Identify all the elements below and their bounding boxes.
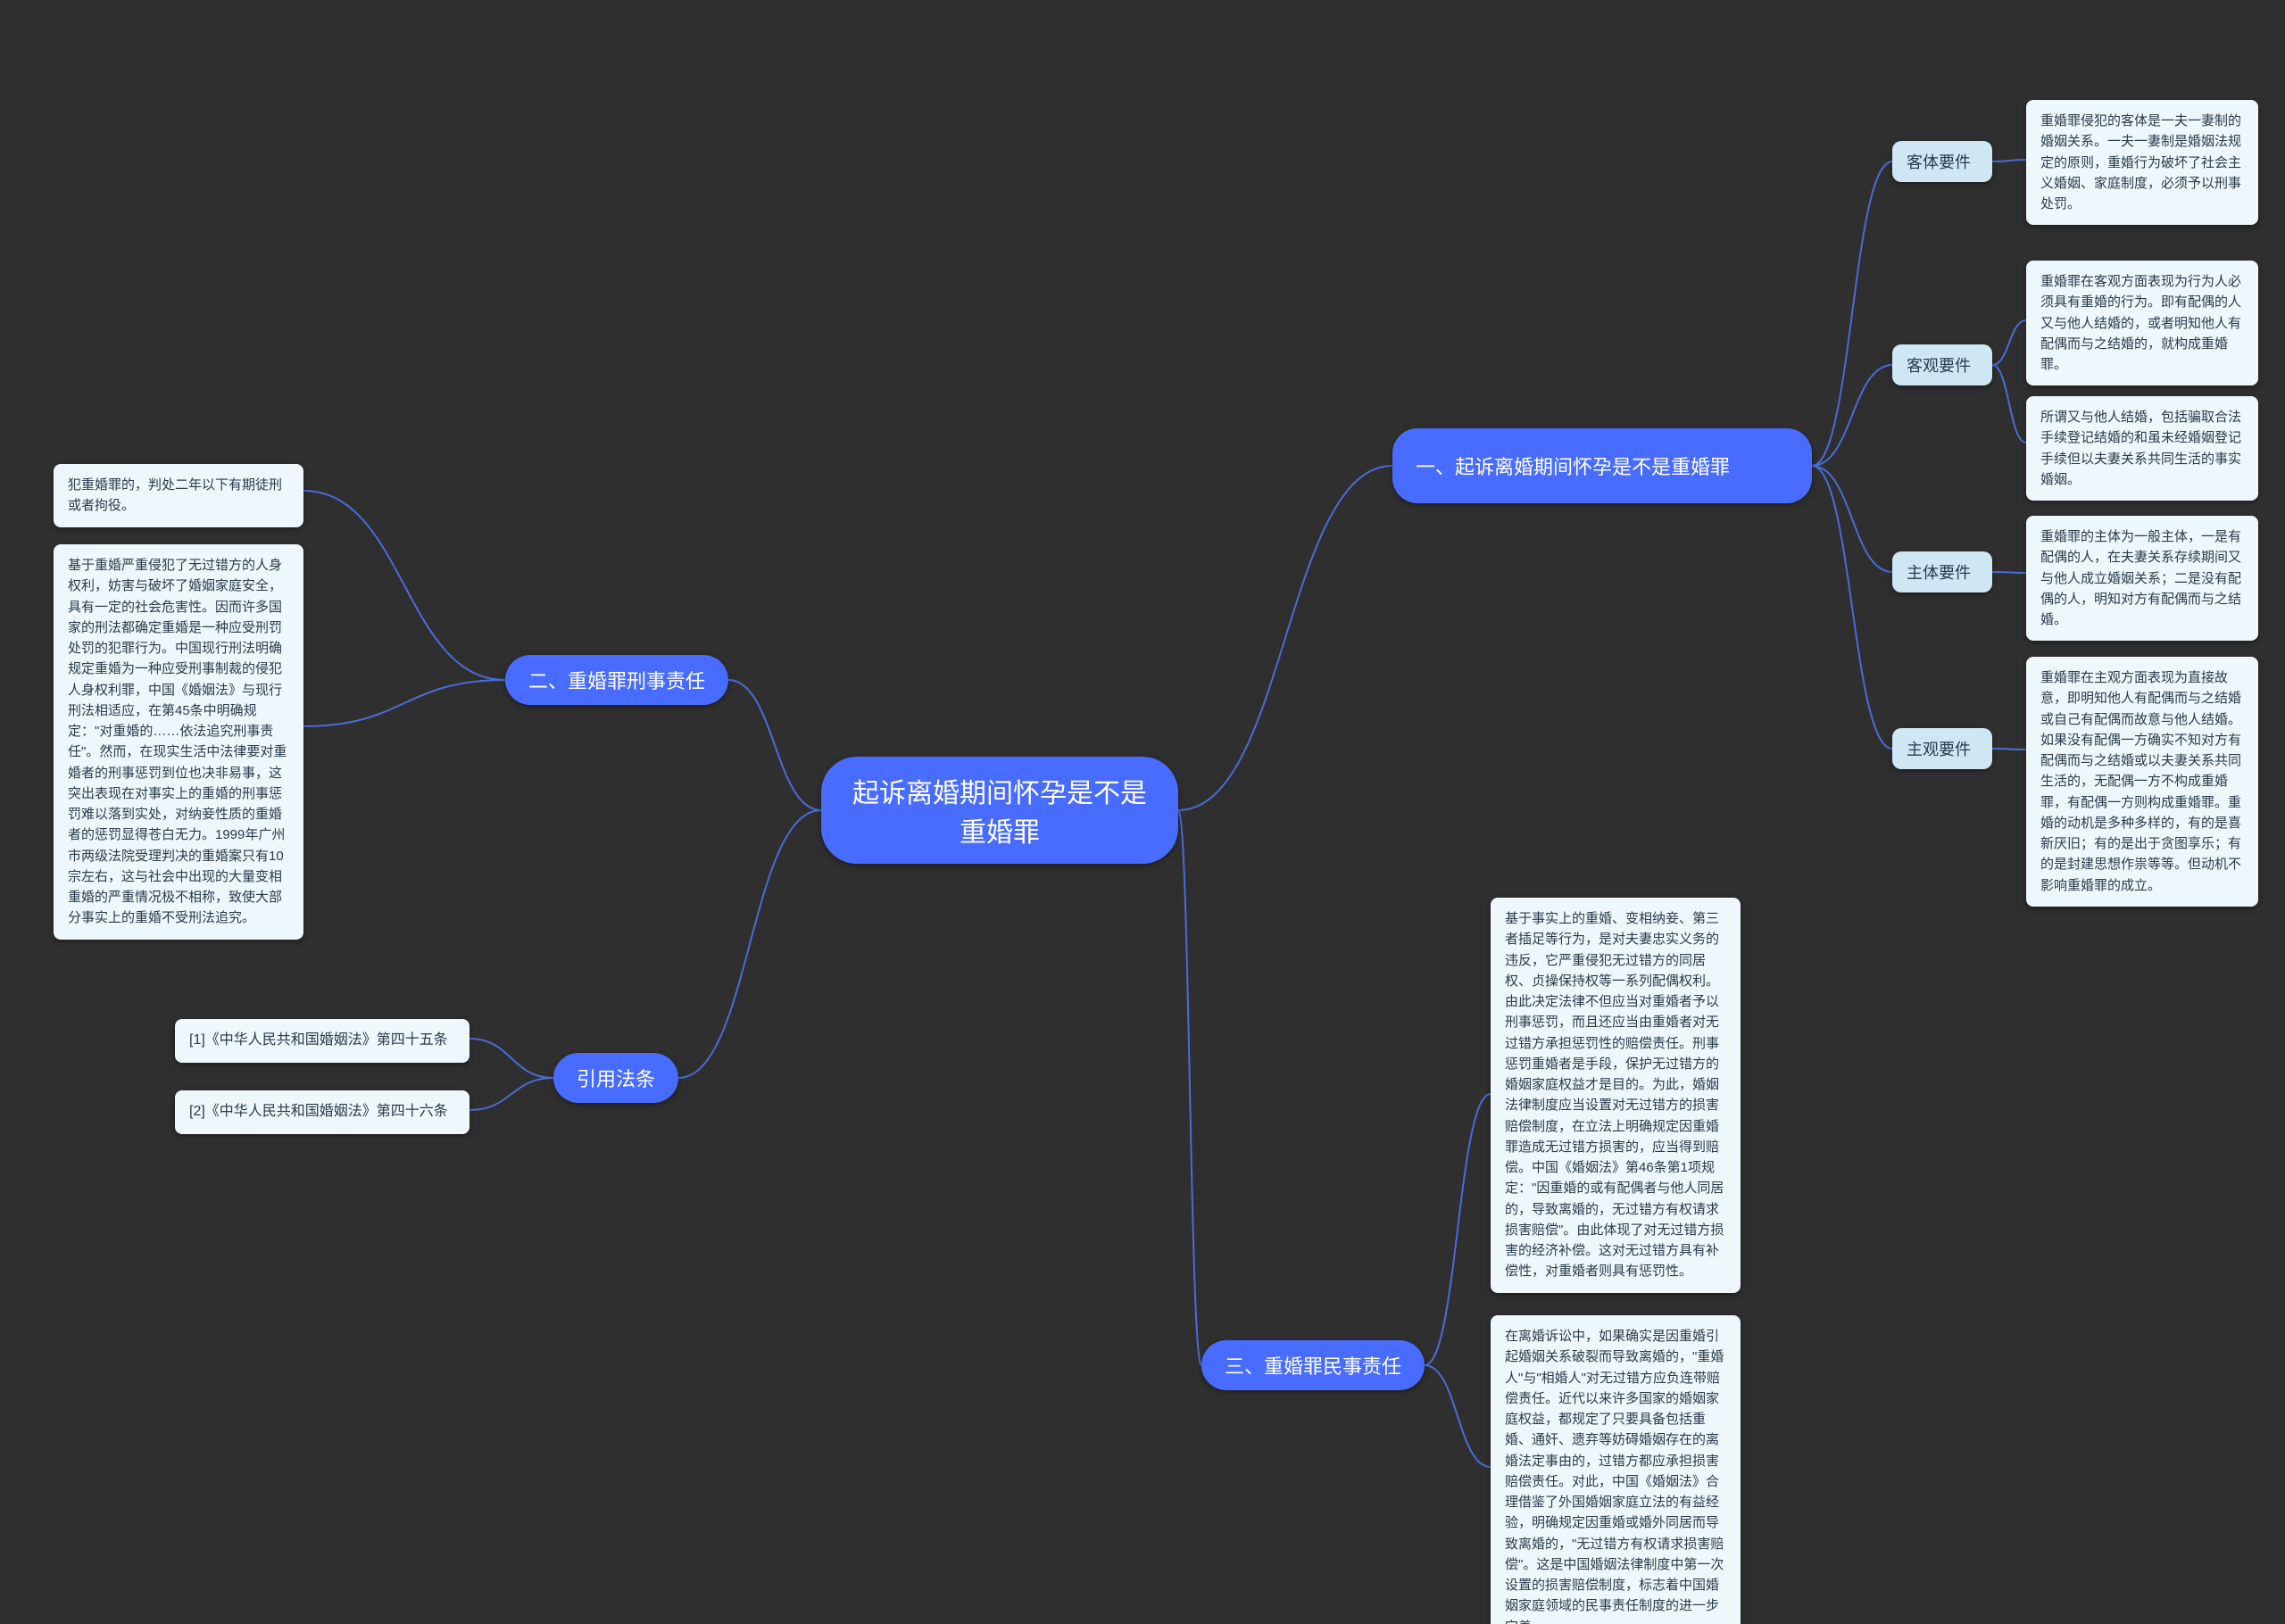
sub-1a-label: 客体要件 <box>1907 150 1971 173</box>
leaf-1a1: 重婚罪侵犯的客体是一夫一妻制的婚姻关系。一夫一妻制是婚姻法规定的原则，重婚行为破… <box>2026 100 2258 225</box>
edge <box>728 680 821 810</box>
sub-1a[interactable]: 客体要件 <box>1892 141 1992 182</box>
leaf-1d1: 重婚罪在主观方面表现为直接故意，即明知他人有配偶而与之结婚或自己有配偶而故意与他… <box>2026 657 2258 907</box>
edge <box>1425 1365 1491 1467</box>
leaf-1b2: 所谓又与他人结婚，包括骗取合法手续登记结婚的和虽未经婚姻登记手续但以夫妻关系共同… <box>2026 396 2258 501</box>
sub-1c[interactable]: 主体要件 <box>1892 551 1992 592</box>
edge <box>678 810 821 1078</box>
branch-2-label: 二、重婚罪刑事责任 <box>528 666 705 694</box>
edge <box>1812 162 1892 466</box>
edge <box>303 680 505 726</box>
branch-3-label: 三、重婚罪民事责任 <box>1225 1351 1401 1380</box>
leaf-1c1: 重婚罪的主体为一般主体，一是有配偶的人，在夫妻关系存续期间又与他人成立婚姻关系；… <box>2026 516 2258 641</box>
leaf-3a: 基于事实上的重婚、变相纳妾、第三者插足等行为，是对夫妻忠实义务的违反，它严重侵犯… <box>1491 898 1741 1293</box>
root-node[interactable]: 起诉离婚期间怀孕是不是 重婚罪 <box>821 757 1178 864</box>
leaf-4a: [1]《中华人民共和国婚姻法》第四十五条 <box>175 1019 469 1063</box>
branch-4-label: 引用法条 <box>577 1064 655 1092</box>
branch-1[interactable]: 一、起诉离婚期间怀孕是不是重婚罪 <box>1392 428 1812 503</box>
edge <box>303 491 505 680</box>
edge <box>1425 1094 1491 1365</box>
branch-4[interactable]: 引用法条 <box>553 1053 678 1103</box>
edge <box>469 1078 553 1110</box>
sub-1d[interactable]: 主观要件 <box>1892 728 1992 769</box>
sub-1d-label: 主观要件 <box>1907 737 1971 760</box>
leaf-4b: [2]《中华人民共和国婚姻法》第四十六条 <box>175 1090 469 1134</box>
edge <box>1812 365 1892 466</box>
root-line1: 起诉离婚期间怀孕是不是 <box>852 771 1147 810</box>
edge <box>1992 365 2026 443</box>
branch-1-label: 一、起诉离婚期间怀孕是不是重婚罪 <box>1416 452 1730 480</box>
edge <box>1992 320 2026 365</box>
root-line2: 重婚罪 <box>852 810 1147 849</box>
edge <box>1178 466 1392 810</box>
edge <box>469 1039 553 1078</box>
branch-3[interactable]: 三、重婚罪民事责任 <box>1201 1340 1425 1390</box>
leaf-1b1: 重婚罪在客观方面表现为行为人必须具有重婚的行为。即有配偶的人又与他人结婚的，或者… <box>2026 261 2258 385</box>
leaf-2b: 基于重婚严重侵犯了无过错方的人身权利，妨害与破坏了婚姻家庭安全，具有一定的社会危… <box>54 544 303 940</box>
branch-2[interactable]: 二、重婚罪刑事责任 <box>505 655 728 705</box>
leaf-2a: 犯重婚罪的，判处二年以下有期徒刑或者拘役。 <box>54 464 303 527</box>
edge <box>1992 749 2026 750</box>
sub-1b[interactable]: 客观要件 <box>1892 344 1992 385</box>
edge <box>1812 466 1892 749</box>
edge <box>1992 572 2026 573</box>
sub-1b-label: 客观要件 <box>1907 353 1971 377</box>
edge <box>1992 160 2026 162</box>
edge <box>1178 810 1201 1365</box>
leaf-3b: 在离婚诉讼中，如果确实是因重婚引起婚姻关系破裂而导致离婚的，"重婚人"与"相婚人… <box>1491 1315 1741 1624</box>
edge <box>1812 466 1892 572</box>
sub-1c-label: 主体要件 <box>1907 560 1971 584</box>
